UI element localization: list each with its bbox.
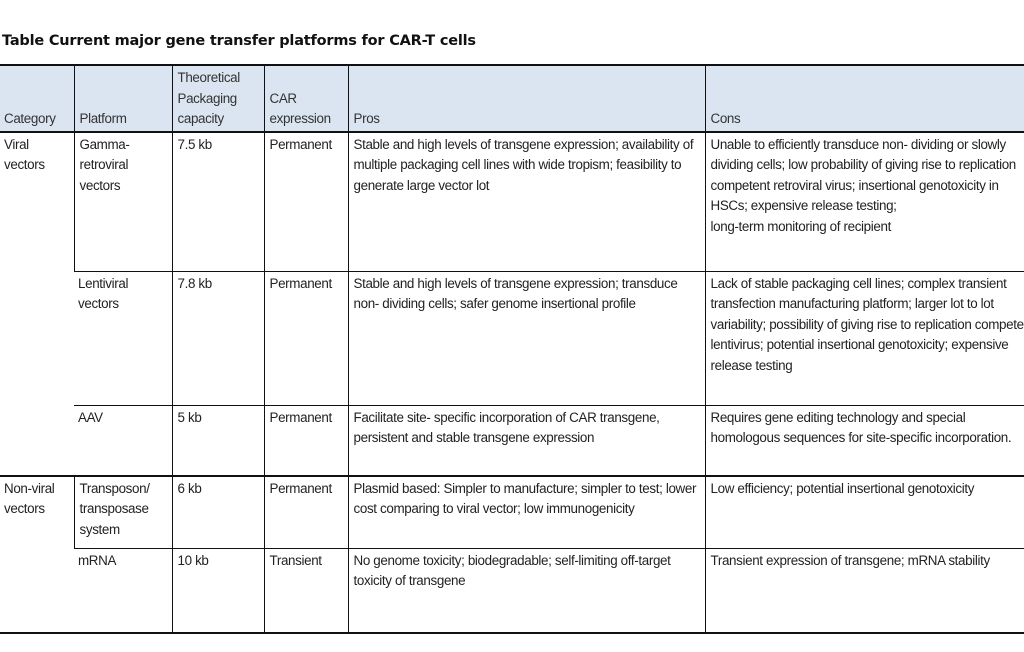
- table-row: Non-viral vectors Transposon/ transposas…: [0, 474, 1024, 634]
- capacity-cell: 5 kb: [171, 405, 264, 476]
- pros-cell: No genome toxicity; biodegradable; self-…: [347, 548, 705, 634]
- platform-cell: AAV: [74, 405, 172, 476]
- header-pros: Pros: [347, 65, 705, 133]
- cons-text-continued: long-term monitoring of recipient: [710, 218, 892, 234]
- platform-cell: mRNA: [74, 548, 172, 634]
- category-cell: Non-viral vectors: [0, 474, 74, 634]
- table-row: mRNA 10 kb Transient No genome toxicity;…: [0, 548, 1024, 634]
- pros-cell: Facilitate site- specific incorporation …: [347, 405, 705, 476]
- table-row: Lentiviral vectors 7.8 kb Permanent Stab…: [0, 271, 1024, 406]
- platform-cell: Gamma-retroviral vectors: [73, 131, 172, 272]
- table-row: Viral vectors Gamma-retroviral vectors 7…: [0, 131, 1024, 476]
- cons-cell: Requires gene editing technology and spe…: [704, 405, 1024, 476]
- table-row: AAV 5 kb Permanent Facilitate site- spec…: [0, 405, 1024, 476]
- cons-text: Unable to efficiently transduce non- div…: [710, 136, 1017, 214]
- capacity-cell: 10 kb: [171, 548, 264, 634]
- table-title: Table Current major gene transfer platfo…: [2, 33, 476, 49]
- pros-cell: Plasmid based: Simpler to manufacture; s…: [347, 474, 705, 549]
- header-platform: Platform: [73, 65, 172, 133]
- header-category: Category: [0, 65, 74, 133]
- header-expression: CAR expression: [263, 65, 348, 133]
- cons-cell: Low efficiency; potential insertional ge…: [704, 474, 1024, 549]
- platform-cell: Lentiviral vectors: [74, 271, 172, 406]
- expression-cell: Transient: [263, 548, 348, 634]
- capacity-cell: 6 kb: [171, 474, 264, 549]
- header-cons: Cons: [704, 65, 1024, 133]
- expression-cell: Permanent: [263, 474, 348, 549]
- cons-cell: Transient expression of transgene; mRNA …: [704, 548, 1024, 634]
- pros-cell: Stable and high levels of transgene expr…: [347, 131, 705, 272]
- gene-transfer-platforms-table: Category Platform Theoretical Packaging …: [0, 64, 1024, 634]
- header-row: Category Platform Theoretical Packaging …: [0, 65, 1024, 133]
- header-capacity: Theoretical Packaging capacity: [171, 65, 264, 133]
- cons-cell: Lack of stable packaging cell lines; com…: [704, 271, 1024, 406]
- platform-cell: Transposon/ transposase system: [73, 474, 172, 549]
- category-cell: Viral vectors: [0, 131, 74, 476]
- expression-cell: Permanent: [263, 131, 348, 272]
- expression-cell: Permanent: [263, 405, 348, 476]
- pros-cell: Stable and high levels of transgene expr…: [347, 271, 705, 406]
- cons-cell: Unable to efficiently transduce non- div…: [704, 131, 1024, 272]
- expression-cell: Permanent: [263, 271, 348, 406]
- capacity-cell: 7.5 kb: [171, 131, 264, 272]
- capacity-cell: 7.8 kb: [171, 271, 264, 406]
